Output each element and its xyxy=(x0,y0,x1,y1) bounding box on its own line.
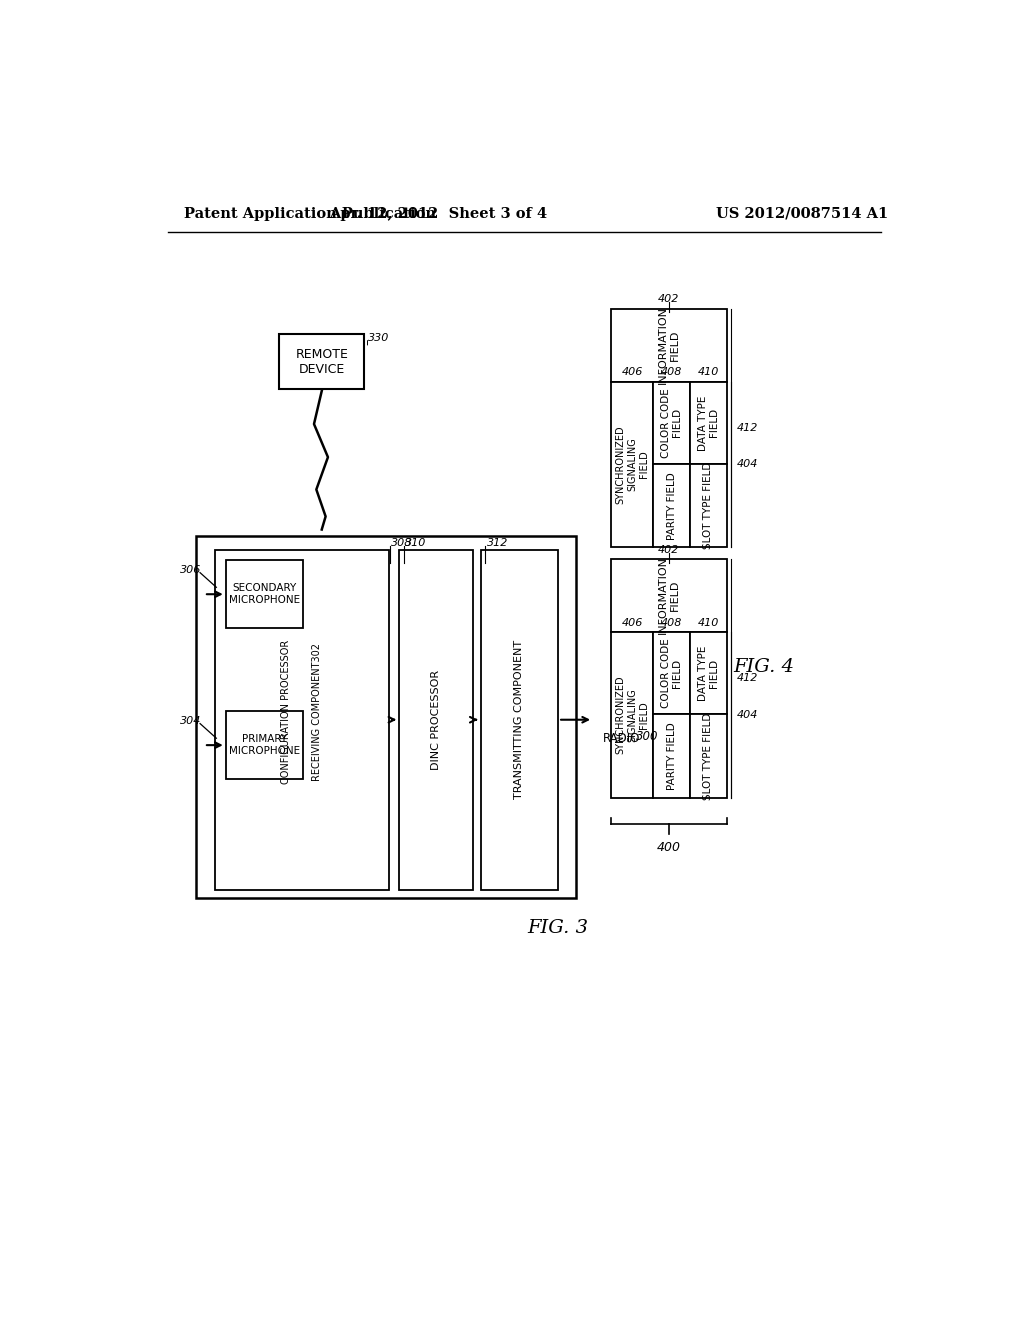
Text: 406: 406 xyxy=(622,367,643,378)
Text: DATA TYPE
FIELD: DATA TYPE FIELD xyxy=(697,395,719,450)
Text: SECONDARY
MICROPHONE: SECONDARY MICROPHONE xyxy=(228,583,300,605)
Text: 402: 402 xyxy=(658,545,680,554)
Text: 308: 308 xyxy=(391,539,412,548)
Text: DATA TYPE
FIELD: DATA TYPE FIELD xyxy=(697,645,719,701)
Bar xyxy=(653,381,690,465)
Text: INFORMATION
FIELD: INFORMATION FIELD xyxy=(658,306,680,384)
Text: SLOT TYPE FIELD: SLOT TYPE FIELD xyxy=(703,462,714,549)
Text: 400: 400 xyxy=(657,841,681,854)
Text: 412: 412 xyxy=(736,673,758,684)
Text: Patent Application Publication: Patent Application Publication xyxy=(183,207,436,220)
Bar xyxy=(280,334,365,389)
Text: TRANSMITTING COMPONENT: TRANSMITTING COMPONENT xyxy=(514,640,524,800)
Bar xyxy=(611,632,653,797)
Text: FIG. 3: FIG. 3 xyxy=(527,920,589,937)
Bar xyxy=(690,632,727,714)
Text: 408: 408 xyxy=(660,367,682,378)
Text: 312: 312 xyxy=(486,539,508,548)
Bar xyxy=(611,558,727,632)
Bar xyxy=(653,465,690,548)
Text: 412: 412 xyxy=(736,422,758,433)
Bar xyxy=(215,549,389,890)
Text: REMOTE
DEVICE: REMOTE DEVICE xyxy=(295,347,348,376)
Text: PARITY FIELD: PARITY FIELD xyxy=(667,471,677,540)
Text: SYNCHRONIZED
SIGNALING
FIELD: SYNCHRONIZED SIGNALING FIELD xyxy=(615,676,649,754)
Bar xyxy=(690,465,727,548)
Text: 402: 402 xyxy=(658,294,680,305)
Bar xyxy=(225,711,303,779)
Text: 300: 300 xyxy=(636,730,658,743)
Bar xyxy=(611,309,727,381)
Text: 306: 306 xyxy=(180,565,202,574)
Bar xyxy=(225,561,303,628)
Text: DINC PROCESSOR: DINC PROCESSOR xyxy=(431,669,441,770)
Text: 310: 310 xyxy=(406,539,427,548)
Text: 304: 304 xyxy=(180,715,202,726)
Bar xyxy=(611,381,653,548)
Text: INFORMATION
FIELD: INFORMATION FIELD xyxy=(658,556,680,635)
Text: RADIO: RADIO xyxy=(603,733,640,746)
Text: 406: 406 xyxy=(622,618,643,628)
Text: 404: 404 xyxy=(736,459,758,470)
Text: FIG. 4: FIG. 4 xyxy=(733,657,794,676)
Text: US 2012/0087514 A1: US 2012/0087514 A1 xyxy=(716,207,889,220)
Bar xyxy=(690,381,727,465)
Text: 410: 410 xyxy=(697,618,719,628)
Text: SYNCHRONIZED
SIGNALING
FIELD: SYNCHRONIZED SIGNALING FIELD xyxy=(615,425,649,504)
Text: COLOR CODE
FIELD: COLOR CODE FIELD xyxy=(660,639,682,708)
Text: 408: 408 xyxy=(660,618,682,628)
Text: CONFIGURATION PROCESSOR: CONFIGURATION PROCESSOR xyxy=(282,640,292,784)
Text: 330: 330 xyxy=(369,333,389,343)
Text: SLOT TYPE FIELD: SLOT TYPE FIELD xyxy=(703,713,714,800)
Text: PRIMARY
MICROPHONE: PRIMARY MICROPHONE xyxy=(228,734,300,756)
Text: PARITY FIELD: PARITY FIELD xyxy=(667,722,677,789)
Bar xyxy=(690,714,727,797)
Bar xyxy=(197,536,575,898)
Text: Apr. 12, 2012  Sheet 3 of 4: Apr. 12, 2012 Sheet 3 of 4 xyxy=(329,207,547,220)
Bar xyxy=(399,549,473,890)
Bar xyxy=(653,714,690,797)
Bar xyxy=(480,549,558,890)
Text: 410: 410 xyxy=(697,367,719,378)
Bar xyxy=(653,632,690,714)
Text: COLOR CODE
FIELD: COLOR CODE FIELD xyxy=(660,388,682,458)
Text: 404: 404 xyxy=(736,710,758,719)
Text: RECEIVING COMPONENT302: RECEIVING COMPONENT302 xyxy=(312,643,323,781)
